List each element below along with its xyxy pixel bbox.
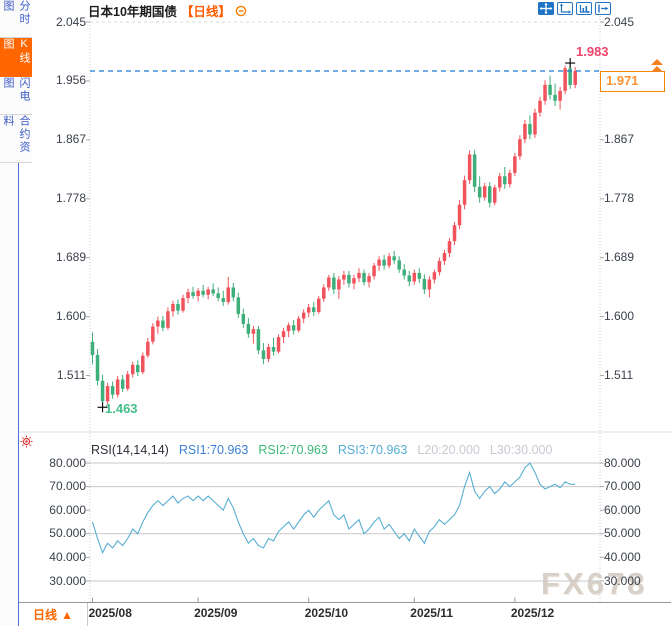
- chevron-up-icon: ▲: [61, 607, 73, 622]
- scale-bars-icon[interactable]: [576, 2, 592, 15]
- sidebar-item-time-chart[interactable]: 分时图: [0, 0, 32, 38]
- pan-icon[interactable]: [538, 2, 554, 15]
- sidebar-item-contract-info[interactable]: 合约资料: [0, 115, 32, 163]
- indicator-settings-icon[interactable]: [20, 435, 33, 453]
- period-dropdown-button[interactable]: 日线 ▲: [19, 603, 88, 626]
- chart-toolbar: [538, 2, 611, 15]
- chart-header: 日本10年期国债 【日线】: [88, 1, 247, 19]
- sidebar-item-flash-chart[interactable]: 闪电图: [0, 77, 32, 115]
- bottom-bar: 日线 ▲: [19, 602, 671, 626]
- instrument-title: 日本10年期国债: [88, 5, 177, 19]
- scale-up-icon[interactable]: [557, 2, 573, 15]
- sidebar: 分时图 K线图 闪电图 合约资料: [0, 0, 32, 626]
- fx678-watermark: FX678: [541, 566, 648, 601]
- go-to-latest-icon[interactable]: [595, 2, 611, 15]
- period-tag: 【日线】: [180, 5, 231, 19]
- period-label: 日线: [33, 608, 58, 622]
- collapse-indicator-icon[interactable]: [235, 5, 247, 20]
- sidebar-item-kline-chart[interactable]: K线图: [0, 38, 32, 77]
